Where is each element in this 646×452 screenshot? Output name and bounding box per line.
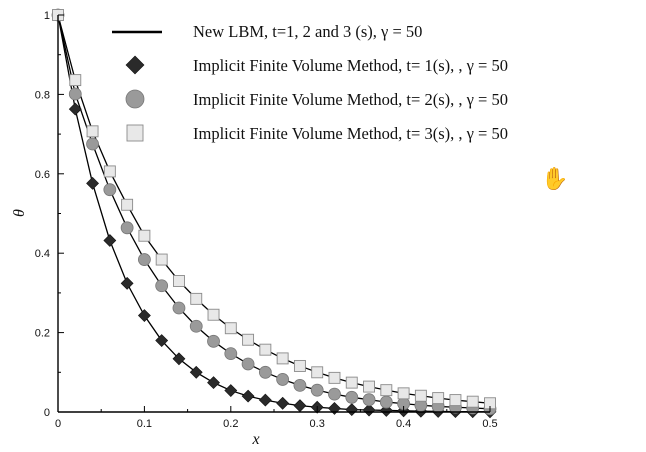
circle-marker bbox=[104, 184, 116, 196]
square-marker bbox=[260, 344, 271, 355]
square-marker bbox=[415, 390, 426, 401]
circle-marker bbox=[121, 222, 133, 234]
hand-cursor-icon: ✋ bbox=[541, 166, 568, 192]
circle-marker bbox=[346, 391, 358, 403]
square-marker bbox=[70, 75, 81, 86]
square-marker bbox=[381, 385, 392, 396]
circle-marker bbox=[277, 373, 289, 385]
circle-marker bbox=[363, 394, 375, 406]
square-marker bbox=[277, 353, 288, 364]
diamond-marker bbox=[294, 400, 306, 412]
x-axis-label: x bbox=[251, 431, 259, 448]
square-marker bbox=[173, 275, 184, 286]
legend-label: Implicit Finite Volume Method, t= 2(s), … bbox=[193, 90, 508, 109]
circle-marker bbox=[328, 388, 340, 400]
y-tick-label: 1 bbox=[44, 10, 50, 22]
y-axis-label: θ bbox=[11, 209, 28, 217]
axes: 0 0.1 0.2 0.3 0.4 0.5 0 0.2 0.4 0.6 0.8 1 x θ bbox=[11, 10, 498, 448]
square-marker bbox=[467, 396, 478, 407]
circle-marker bbox=[380, 396, 392, 408]
circle-marker bbox=[87, 138, 99, 150]
circle-marker bbox=[173, 302, 185, 314]
legend-label: Implicit Finite Volume Method, t= 3(s), … bbox=[193, 124, 508, 143]
x-tick-label: 0 bbox=[55, 418, 61, 430]
diamond-marker bbox=[121, 277, 133, 289]
diamond-marker bbox=[346, 404, 358, 416]
square-marker bbox=[156, 254, 167, 265]
square-marker bbox=[346, 377, 357, 388]
square-marker bbox=[312, 367, 323, 378]
circle-marker bbox=[156, 280, 168, 292]
square-marker bbox=[364, 381, 375, 392]
legend-label: Implicit Finite Volume Method, t= 1(s), … bbox=[193, 56, 508, 75]
legend-circle-swatch bbox=[126, 90, 144, 108]
x-tick-label: 0.3 bbox=[310, 418, 325, 430]
legend-item-4: Implicit Finite Volume Method, t= 3(s), … bbox=[127, 124, 508, 143]
square-marker bbox=[243, 334, 254, 345]
diamond-marker bbox=[87, 177, 99, 189]
diamond-marker bbox=[225, 385, 237, 397]
circle-marker bbox=[208, 335, 220, 347]
legend-square-swatch bbox=[127, 125, 143, 141]
square-marker bbox=[225, 323, 236, 334]
square-marker bbox=[329, 372, 340, 383]
y-tick-label: 0.4 bbox=[35, 248, 50, 260]
y-tick-label: 0.2 bbox=[35, 328, 50, 340]
diamond-marker bbox=[259, 394, 271, 406]
diamond-marker bbox=[138, 310, 150, 322]
diamond-marker bbox=[242, 390, 254, 402]
legend-item-1: New LBM, t=1, 2 and 3 (s), γ = 50 bbox=[112, 22, 422, 41]
x-tick-label: 0.1 bbox=[137, 418, 152, 430]
circle-marker bbox=[259, 366, 271, 378]
x-tick-label: 0.2 bbox=[223, 418, 238, 430]
circle-marker bbox=[138, 254, 150, 266]
square-marker bbox=[87, 126, 98, 137]
square-marker bbox=[208, 309, 219, 320]
diamond-marker bbox=[104, 234, 116, 246]
circle-marker bbox=[69, 88, 81, 100]
circle-marker bbox=[242, 358, 254, 370]
circle-marker bbox=[225, 348, 237, 360]
square-marker bbox=[294, 360, 305, 371]
diamond-marker bbox=[208, 377, 220, 389]
x-tick-label: 0.4 bbox=[396, 418, 411, 430]
square-marker bbox=[104, 166, 115, 177]
diamond-marker bbox=[190, 366, 202, 378]
diamond-marker bbox=[277, 397, 289, 409]
square-marker bbox=[433, 393, 444, 404]
circle-marker bbox=[190, 320, 202, 332]
square-marker bbox=[122, 199, 133, 210]
square-marker bbox=[398, 388, 409, 399]
legend: New LBM, t=1, 2 and 3 (s), γ = 50 Implici… bbox=[112, 22, 508, 143]
square-marker bbox=[139, 230, 150, 241]
legend-label: New LBM, t=1, 2 and 3 (s), γ = 50 bbox=[193, 22, 422, 41]
y-tick-label: 0 bbox=[44, 407, 50, 419]
circle-marker bbox=[311, 384, 323, 396]
square-marker bbox=[450, 395, 461, 406]
legend-item-3: Implicit Finite Volume Method, t= 2(s), … bbox=[126, 90, 508, 109]
square-marker bbox=[191, 293, 202, 304]
x-tick-label: 0.5 bbox=[482, 418, 497, 430]
legend-item-2: Implicit Finite Volume Method, t= 1(s), … bbox=[126, 56, 508, 75]
y-tick-label: 0.6 bbox=[35, 169, 50, 181]
circle-marker bbox=[294, 379, 306, 391]
legend-diamond-swatch bbox=[126, 56, 144, 74]
y-tick-label: 0.8 bbox=[35, 89, 50, 101]
